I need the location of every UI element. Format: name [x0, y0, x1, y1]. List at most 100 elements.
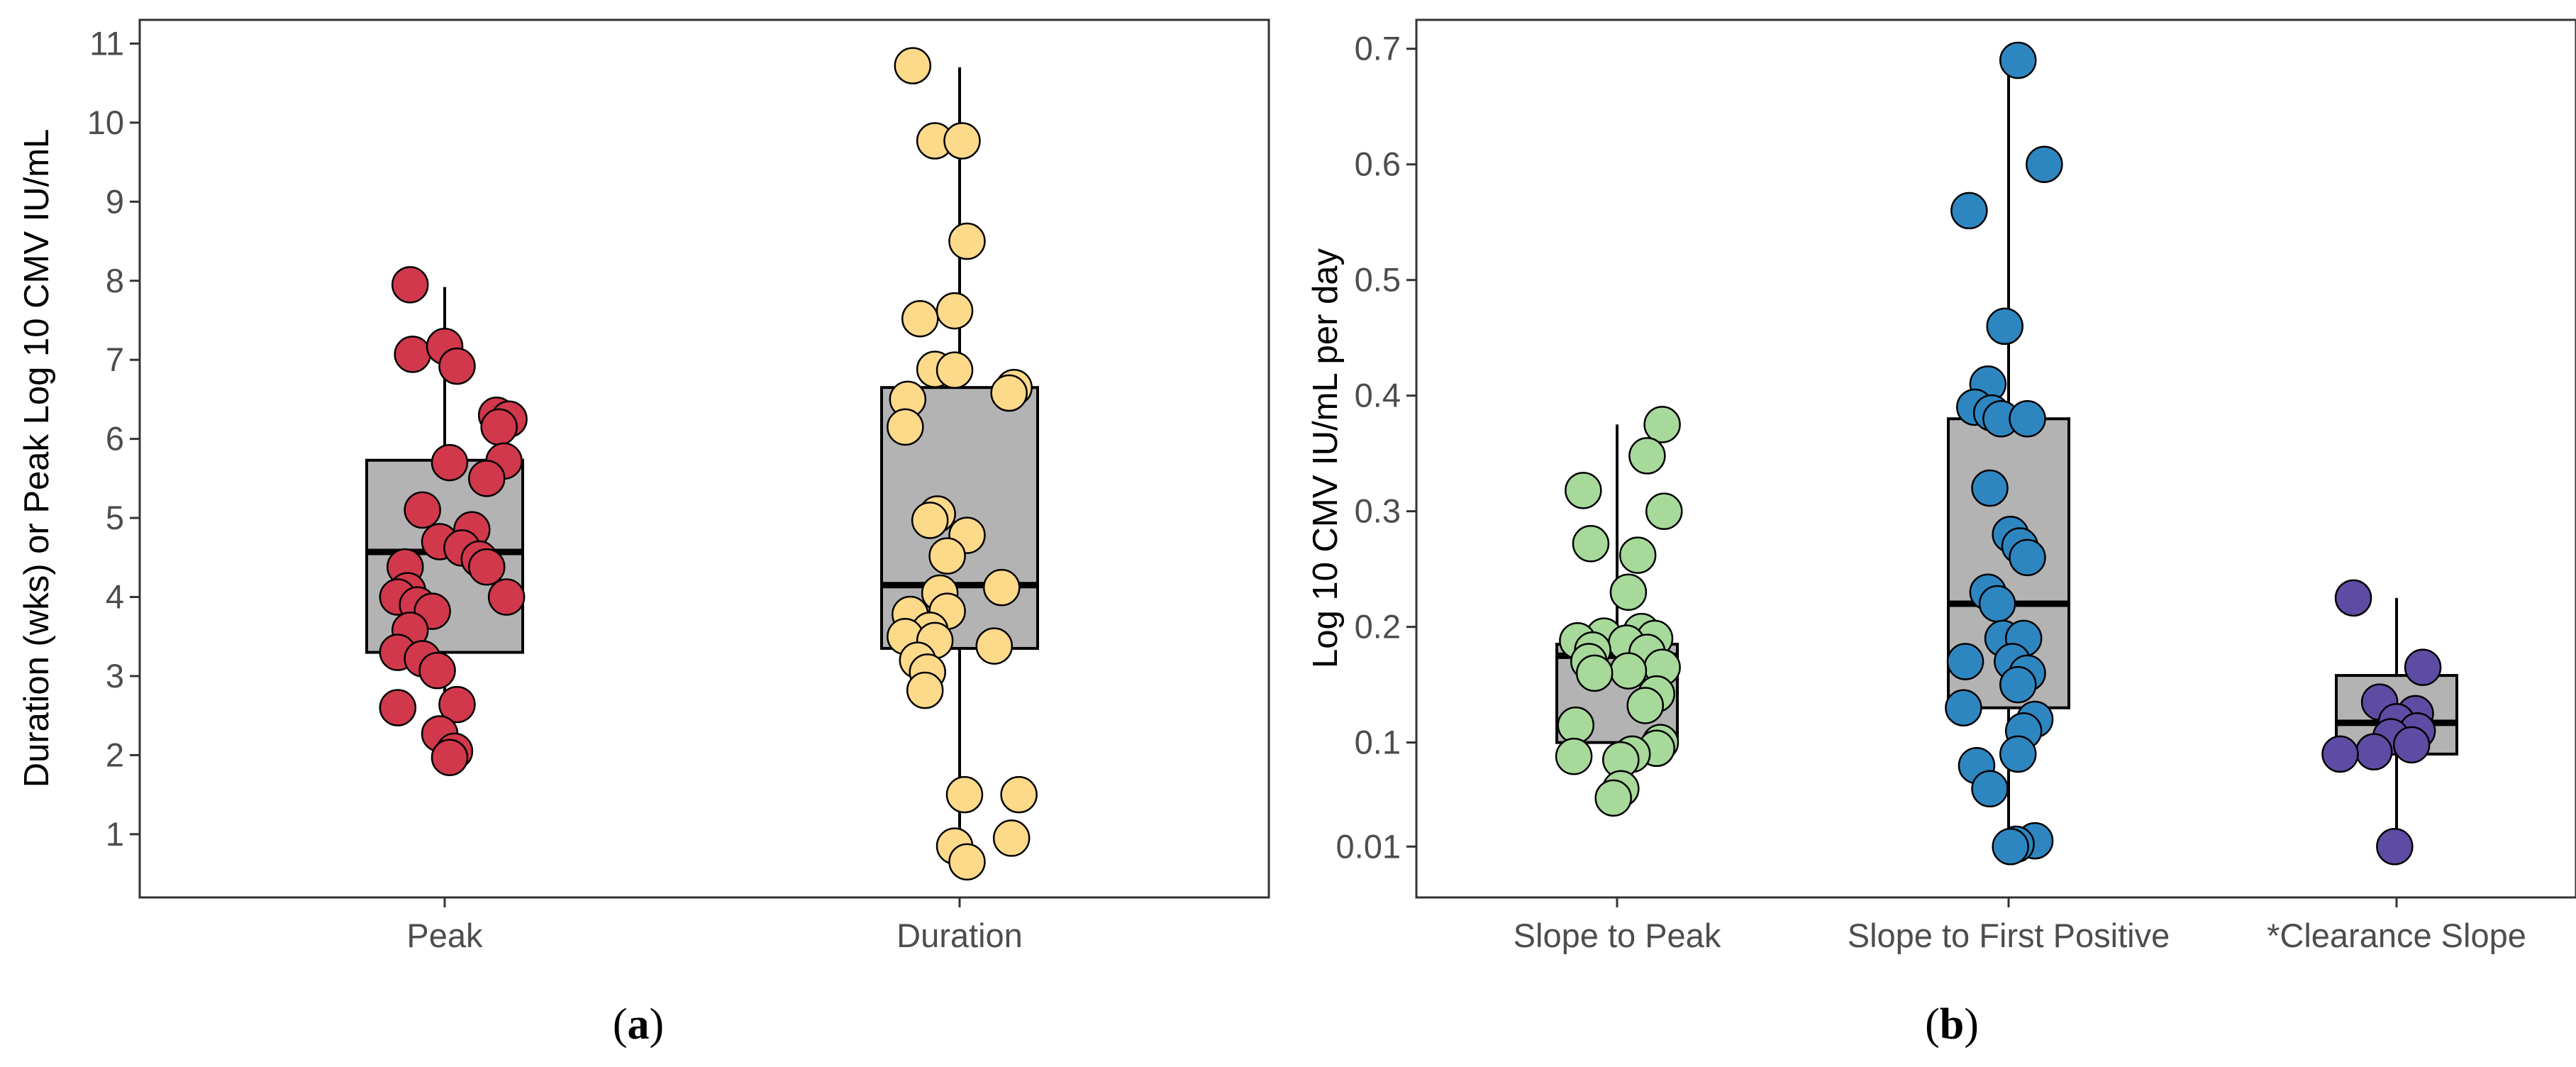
data-point	[1978, 585, 2016, 623]
panel-b: 0.010.10.20.30.40.50.60.7 Slope to Peak S…	[1306, 18, 2576, 1049]
data-point	[379, 689, 417, 726]
data-point	[992, 819, 1031, 857]
panel-a-y-tick-label: 4	[106, 578, 124, 616]
data-point	[1946, 643, 1984, 680]
data-point	[2321, 735, 2359, 773]
data-point	[431, 443, 469, 482]
panel-b-y-tick-label: 0.2	[1355, 608, 1401, 646]
panel-a-marks	[365, 47, 1039, 881]
data-point	[2009, 538, 2046, 577]
panel-b-y-tick-label: 0.1	[1355, 724, 1401, 761]
data-point	[431, 739, 469, 776]
data-point	[438, 347, 476, 385]
panel-a-series-peak	[365, 266, 528, 776]
panel-b-x-tick-label-slope-to-peak: Slope to Peak	[1514, 917, 1721, 954]
data-point	[1572, 525, 1610, 563]
data-point	[467, 548, 506, 586]
data-point	[1971, 469, 2009, 507]
data-point	[1000, 775, 1038, 814]
data-point	[975, 627, 1014, 665]
panel-a-y-tick-label: 9	[106, 182, 124, 220]
data-point	[943, 122, 981, 160]
data-point	[1609, 573, 1648, 611]
panel-b-y-tick-label: 0.01	[1336, 827, 1401, 865]
data-point	[1565, 472, 1602, 509]
data-point	[1999, 735, 2037, 773]
data-point	[2026, 145, 2063, 183]
data-point	[1643, 406, 1681, 443]
data-point	[887, 408, 924, 446]
data-point	[911, 502, 949, 539]
data-point	[945, 775, 984, 814]
panel-b-x-axis: Slope to Peak Slope to First Positive *Cle…	[1514, 897, 2526, 954]
data-point	[1609, 652, 1648, 690]
data-point	[901, 299, 939, 338]
data-point	[2376, 828, 2414, 866]
data-point	[1999, 41, 2037, 79]
data-point	[1619, 536, 1657, 574]
panel-a-y-tick-label: 5	[106, 499, 124, 536]
data-point	[1575, 654, 1614, 692]
panel-b-marks	[1555, 41, 2458, 866]
panel-a-y-tick-label: 1	[106, 815, 124, 853]
panel-b-y-tick-label: 0.6	[1355, 145, 1401, 183]
data-point	[2009, 400, 2046, 438]
data-point	[1950, 192, 1988, 230]
data-point	[2392, 726, 2431, 764]
panel-b-series-slope-to-first-positive	[1945, 41, 2070, 866]
panel-a-x-axis: Peak Duration	[406, 897, 1023, 954]
data-point	[480, 408, 518, 446]
panel-b-series-clearance-slope	[2321, 579, 2458, 866]
data-point	[928, 537, 966, 575]
data-point	[906, 671, 944, 709]
data-point	[948, 222, 986, 260]
data-point	[467, 460, 506, 497]
data-point	[1992, 828, 2029, 866]
panel-a-plot-area	[138, 18, 1270, 899]
data-point	[404, 491, 441, 529]
data-point	[936, 292, 974, 330]
data-point	[394, 336, 431, 373]
data-point	[1555, 737, 1593, 775]
panel-a-x-tick-label-peak: Peak	[406, 917, 483, 954]
data-point	[1986, 307, 2023, 345]
panel-a-series-duration	[880, 47, 1039, 881]
panel-b-x-tick-label-slope-to-first-positive: Slope to First Positive	[1848, 917, 2170, 954]
data-point	[1557, 706, 1594, 744]
panel-b-y-axis: 0.01 0.1 0.2 0.3 0.4 0.5 0.6 0.7	[1336, 30, 1416, 865]
panel-a-y-tick-label: 6	[106, 420, 124, 458]
panel-b-y-tick-label: 0.4	[1355, 377, 1401, 414]
panel-a-y-tick-label: 10	[87, 104, 124, 141]
data-point	[487, 578, 526, 616]
panel-b-y-tick-label: 0.5	[1355, 261, 1401, 299]
data-point	[2355, 733, 2393, 770]
data-point	[1626, 687, 1664, 724]
panel-a-y-axis: 1 2 3 4 5 6 7 8 9 10 11	[87, 24, 140, 853]
data-point	[1971, 770, 2009, 808]
data-point	[1628, 437, 1666, 475]
data-point	[418, 651, 456, 690]
data-point	[894, 47, 932, 84]
data-point	[936, 351, 974, 389]
panel-a-label: (a)	[613, 1000, 664, 1049]
panel-b-series-slope-to-peak	[1555, 406, 1683, 817]
panel-a-y-tick-label: 3	[106, 657, 124, 695]
panel-a-y-tick-label: 11	[89, 24, 124, 62]
panel-b-y-tick-label: 0.7	[1355, 30, 1401, 67]
data-point	[948, 843, 986, 881]
panel-a-y-tick-label: 7	[106, 341, 124, 378]
panel-b-y-tick-label: 0.3	[1355, 492, 1401, 530]
panel-a-y-tick-label: 2	[106, 736, 124, 773]
data-point	[438, 685, 476, 724]
data-point	[1645, 492, 1683, 530]
panel-b-x-tick-label-clearance-slope: *Clearance Slope	[2267, 917, 2526, 954]
data-point	[1999, 665, 2037, 704]
panel-b-y-axis-title: Log 10 CMV IU/mL per day	[1306, 248, 1345, 668]
data-point	[990, 374, 1028, 412]
data-point	[982, 568, 1021, 607]
data-point	[391, 266, 429, 304]
data-point	[2334, 579, 2372, 617]
data-point	[2404, 648, 2442, 686]
panel-a: 1 2 3 4 5 6 7 8 9 10 11 Peak Duration Duration (wks…	[18, 18, 1270, 1049]
